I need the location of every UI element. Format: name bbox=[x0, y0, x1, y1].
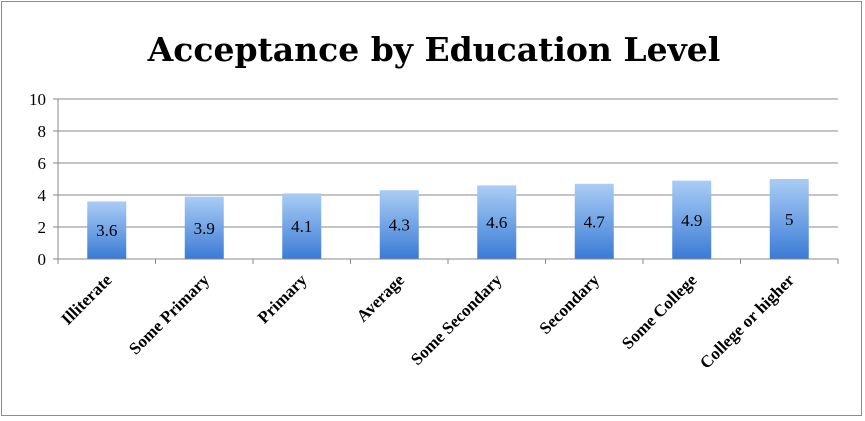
y-tick-label: 2 bbox=[38, 218, 47, 237]
data-label: 5 bbox=[785, 210, 794, 229]
x-category-label: Illiterate bbox=[57, 270, 115, 328]
chart-title: Acceptance by Education Level bbox=[147, 30, 721, 69]
data-label: 3.6 bbox=[96, 221, 117, 240]
y-tick-label: 0 bbox=[38, 250, 47, 269]
y-tick-label: 8 bbox=[38, 122, 47, 141]
gridlines bbox=[53, 98, 839, 264]
data-label: 4.6 bbox=[486, 213, 507, 232]
data-label: 4.9 bbox=[681, 211, 702, 230]
bar bbox=[672, 180, 712, 259]
x-category-label: Average bbox=[353, 270, 409, 326]
bar bbox=[574, 183, 614, 259]
y-axis-ticks: 0 2 4 6 8 10 bbox=[29, 90, 47, 269]
bar bbox=[184, 196, 224, 259]
bar bbox=[282, 193, 322, 259]
y-tick-label: 10 bbox=[29, 90, 46, 109]
x-axis-categories: Illiterate Some Primary Primary AverageSome… bbox=[57, 270, 798, 372]
x-category-label: Primary bbox=[254, 270, 311, 327]
bar bbox=[477, 185, 517, 259]
x-category-label: Some Secondary bbox=[407, 270, 506, 369]
y-tick-label: 6 bbox=[38, 154, 47, 173]
x-category-label: Some Primary bbox=[125, 270, 213, 358]
data-label: 4.3 bbox=[389, 216, 410, 235]
x-category-label: College or higher bbox=[696, 270, 798, 372]
y-tick-label: 4 bbox=[38, 186, 47, 205]
data-labels: 3.6 3.9 4.1 4.3 4.6 4.7 4.9 5 bbox=[96, 210, 793, 240]
data-label: 4.1 bbox=[291, 217, 312, 236]
data-label: 3.9 bbox=[194, 219, 215, 238]
bar bbox=[87, 201, 127, 259]
x-category-label: Some College bbox=[618, 270, 701, 353]
bar bbox=[379, 190, 419, 259]
x-category-label: Secondary bbox=[536, 270, 604, 338]
bar bbox=[769, 179, 809, 259]
data-label: 4.7 bbox=[584, 212, 606, 231]
bars bbox=[58, 179, 838, 260]
